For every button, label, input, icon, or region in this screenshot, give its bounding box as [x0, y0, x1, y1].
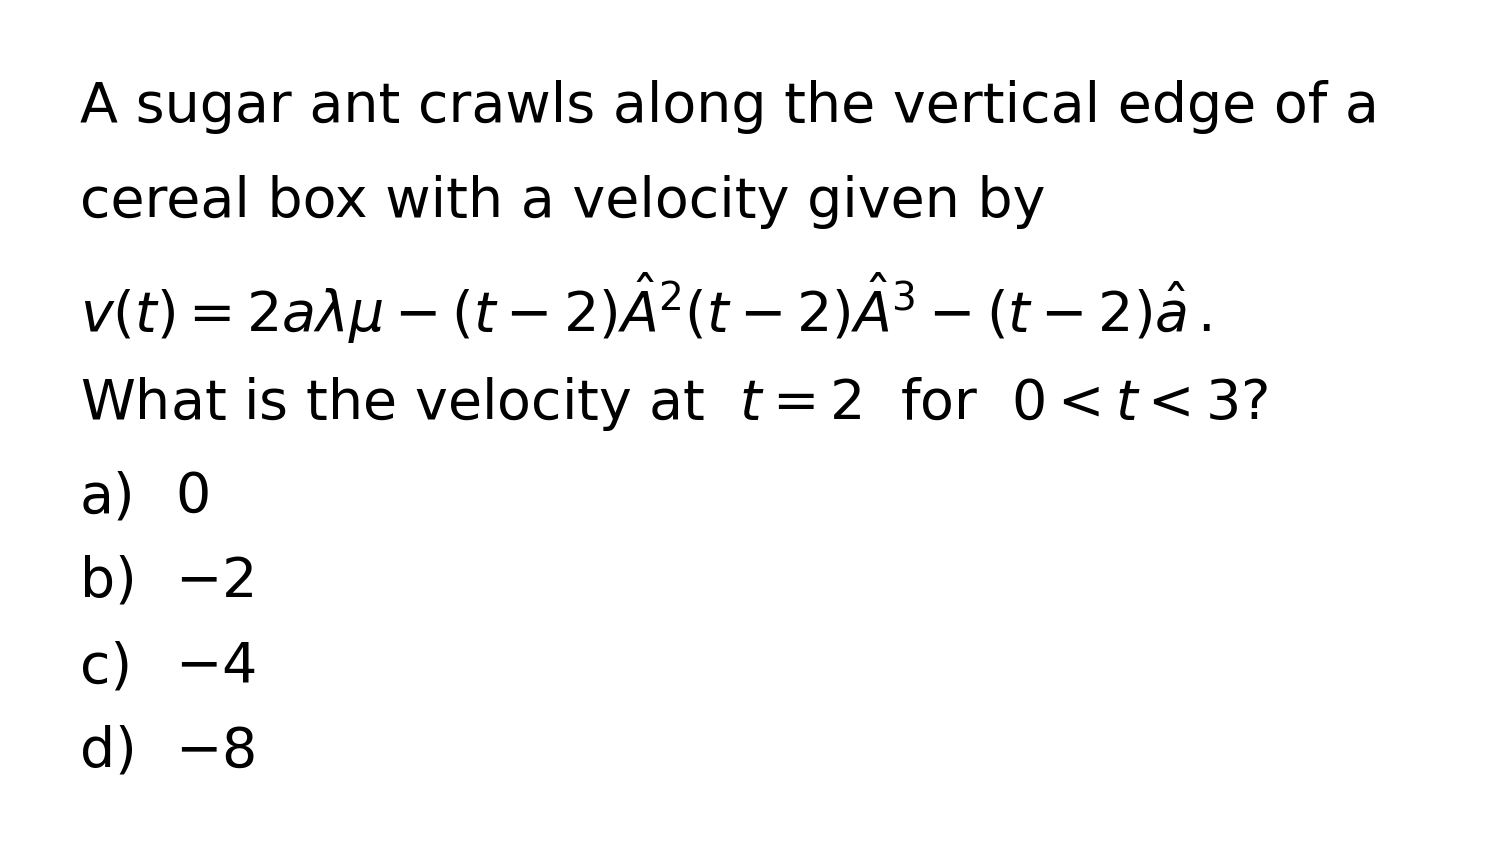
- Text: $v(t) = 2a\lambda\mu - (t-2)\hat{A}^{2}(t-2)\hat{A}^{3} - (t-2)\hat{a}\,.$: $v(t) = 2a\lambda\mu - (t-2)\hat{A}^{2}(…: [80, 270, 1212, 346]
- Text: A sugar ant crawls along the vertical edge of a: A sugar ant crawls along the vertical ed…: [80, 80, 1378, 134]
- Text: $-4$: $-4$: [176, 640, 256, 694]
- Text: $0$: $0$: [176, 470, 208, 524]
- Text: d): d): [80, 725, 136, 779]
- Text: cereal box with a velocity given by: cereal box with a velocity given by: [80, 175, 1046, 229]
- Text: $-2$: $-2$: [176, 555, 254, 609]
- Text: c): c): [80, 640, 132, 694]
- Text: What is the velocity at  $t = 2$  for  $0 < t < 3$?: What is the velocity at $t = 2$ for $0 <…: [80, 375, 1268, 433]
- Text: $-8$: $-8$: [176, 725, 255, 779]
- Text: a): a): [80, 470, 135, 524]
- Text: b): b): [80, 555, 136, 609]
